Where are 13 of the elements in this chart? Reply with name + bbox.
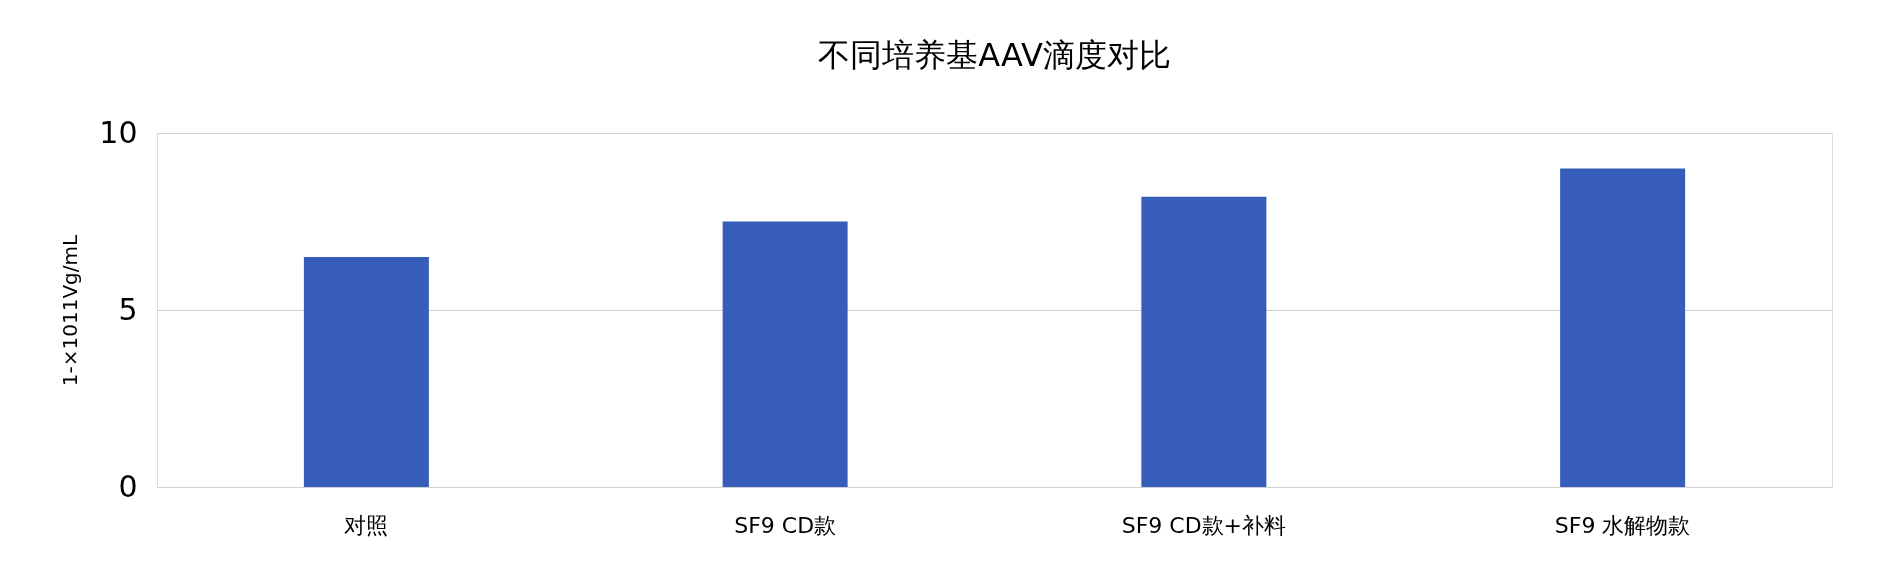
- x-tick-label: 对照: [344, 512, 389, 538]
- bar: [722, 221, 848, 487]
- y-tick-label: 5: [118, 291, 138, 327]
- bar: [1560, 168, 1686, 487]
- x-tick-label: SF9 CD款: [734, 512, 837, 538]
- x-tick-label: SF9 CD款+补料: [1121, 512, 1287, 538]
- bar: [1141, 196, 1267, 487]
- bar: [303, 256, 429, 487]
- y-axis-title: 1-×1011Vg/mL: [58, 233, 83, 387]
- x-tick-label: SF9 水解物款: [1554, 512, 1691, 538]
- y-tick-label: 10: [99, 114, 138, 150]
- chart-title: 不同培养基AAV滴度对比: [818, 36, 1171, 74]
- y-tick-label: 0: [118, 468, 138, 504]
